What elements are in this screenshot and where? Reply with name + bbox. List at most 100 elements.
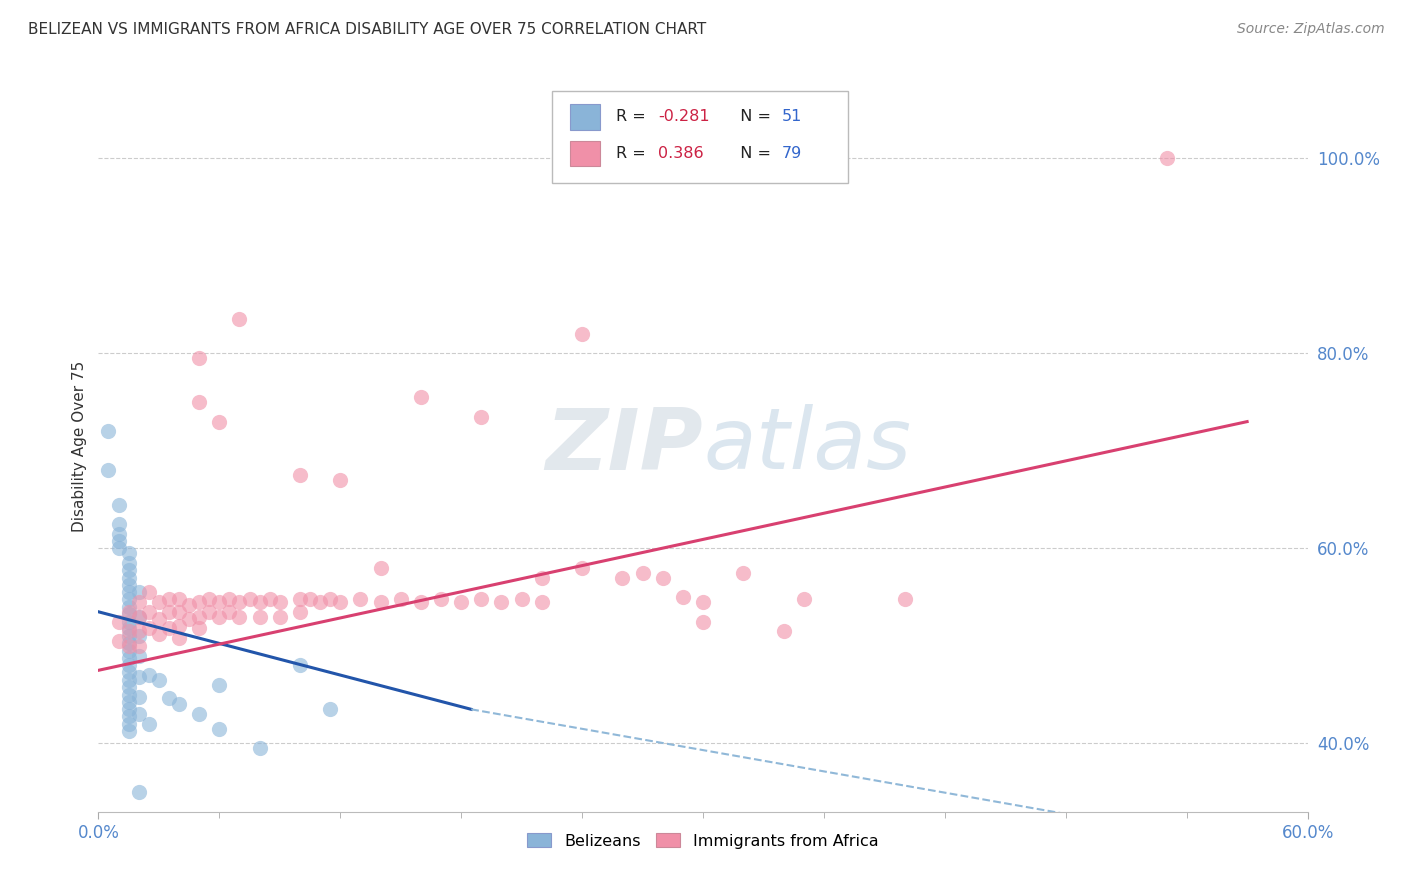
Point <box>118 563 141 577</box>
Point <box>128 595 150 609</box>
Point <box>349 592 371 607</box>
Point <box>228 609 250 624</box>
Point <box>118 658 141 673</box>
Point <box>198 592 221 607</box>
Point <box>269 609 291 624</box>
Point <box>612 571 634 585</box>
Point <box>157 605 180 619</box>
Point <box>118 702 141 716</box>
Point <box>128 785 150 799</box>
Point <box>188 395 211 409</box>
Point <box>269 595 291 609</box>
Point <box>288 468 311 483</box>
Point <box>118 585 141 599</box>
Text: -0.281: -0.281 <box>658 110 710 124</box>
Point <box>179 598 201 612</box>
Point <box>198 605 221 619</box>
Point <box>470 592 492 607</box>
Point <box>128 690 150 704</box>
Point <box>118 592 141 607</box>
Point <box>208 678 231 692</box>
Point <box>651 571 673 585</box>
Point <box>148 595 170 609</box>
Point <box>118 578 141 592</box>
Point <box>208 415 231 429</box>
Point <box>491 595 513 609</box>
Point <box>772 624 794 639</box>
Point <box>208 595 231 609</box>
Text: 0.386: 0.386 <box>658 146 704 161</box>
Y-axis label: Disability Age Over 75: Disability Age Over 75 <box>72 360 87 532</box>
Point <box>218 592 240 607</box>
Point <box>107 541 129 556</box>
FancyBboxPatch shape <box>551 91 848 183</box>
Point <box>409 595 432 609</box>
Point <box>118 688 141 702</box>
Text: R =: R = <box>616 146 651 161</box>
Point <box>118 571 141 585</box>
Point <box>167 631 190 645</box>
Point <box>329 595 352 609</box>
Point <box>148 612 170 626</box>
Point <box>118 694 141 708</box>
Point <box>107 634 129 648</box>
Point <box>470 409 492 424</box>
Point <box>249 595 271 609</box>
Text: R =: R = <box>616 110 651 124</box>
Point <box>157 621 180 635</box>
Legend: Belizeans, Immigrants from Africa: Belizeans, Immigrants from Africa <box>520 827 886 855</box>
Point <box>128 648 150 663</box>
Point <box>692 615 714 629</box>
Point <box>409 390 432 404</box>
Point <box>370 595 392 609</box>
Point <box>118 717 141 731</box>
Point <box>309 595 332 609</box>
Point <box>118 709 141 723</box>
Point <box>148 673 170 687</box>
Point <box>107 498 129 512</box>
Point <box>249 741 271 756</box>
Point <box>1156 151 1178 165</box>
Point <box>167 698 190 712</box>
Point <box>97 425 120 439</box>
Text: Source: ZipAtlas.com: Source: ZipAtlas.com <box>1237 22 1385 37</box>
Point <box>128 629 150 643</box>
Point <box>288 592 311 607</box>
Point <box>118 607 141 621</box>
Point <box>208 722 231 736</box>
Point <box>288 605 311 619</box>
Point <box>228 312 250 326</box>
Point <box>157 690 180 705</box>
Point <box>118 680 141 694</box>
Point <box>167 619 190 633</box>
Point <box>631 566 654 580</box>
Point <box>319 592 342 607</box>
Bar <box>569 104 600 129</box>
Point <box>128 639 150 653</box>
Point <box>118 644 141 658</box>
Point <box>138 668 160 682</box>
Point <box>118 621 141 635</box>
Point <box>118 639 141 653</box>
Point <box>118 599 141 614</box>
Point <box>370 561 392 575</box>
Bar <box>569 141 600 166</box>
Point <box>138 717 160 731</box>
Point <box>188 707 211 722</box>
Point <box>138 605 160 619</box>
Point <box>118 624 141 639</box>
Point <box>118 546 141 560</box>
Point <box>107 526 129 541</box>
Point <box>571 326 593 341</box>
Point <box>259 592 281 607</box>
Text: atlas: atlas <box>703 404 911 488</box>
Point <box>208 609 231 624</box>
Point <box>157 592 180 607</box>
Point <box>138 585 160 599</box>
Point <box>107 533 129 548</box>
Text: N =: N = <box>730 110 776 124</box>
Point <box>329 473 352 487</box>
Point <box>97 463 120 477</box>
Point <box>239 592 262 607</box>
Point <box>389 592 412 607</box>
